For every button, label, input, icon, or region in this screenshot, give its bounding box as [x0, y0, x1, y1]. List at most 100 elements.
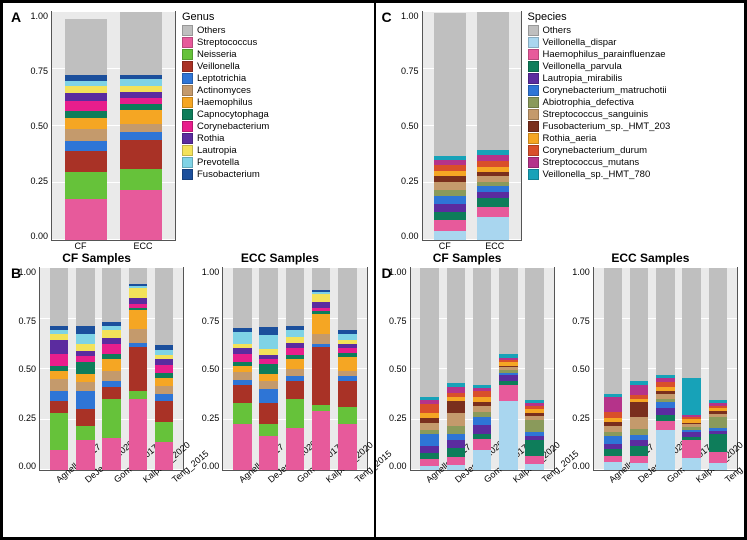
bar-segment — [525, 440, 543, 456]
y-tick-label: 0.00 — [572, 461, 590, 471]
legend-item: Others — [182, 25, 368, 36]
legend-item: Abiotrophia_defectiva — [528, 97, 739, 108]
bar-segment — [76, 344, 94, 351]
x-labels: Agnello_2017DeJesus_2020Gomez_2017Kalpan… — [563, 471, 738, 521]
y-axis: Relative abundance1.000.750.500.250.00 — [563, 267, 593, 471]
bar-segment — [233, 332, 251, 344]
stacked-bar — [682, 268, 700, 470]
y-tick-label: 0.25 — [389, 413, 407, 423]
stacked-bar — [120, 12, 162, 240]
bar-segment — [630, 456, 648, 463]
legend-label: Lautropia — [197, 145, 237, 156]
x-tick-label: Agnello_2017 — [54, 477, 86, 515]
legend-label: Rothia_aeria — [543, 133, 597, 144]
bar-segment — [102, 344, 120, 354]
subplot-plot — [410, 267, 555, 471]
stacked-bar — [76, 268, 94, 470]
bar-segment — [434, 196, 467, 204]
bar-segment — [259, 403, 277, 423]
legend-swatch — [182, 121, 193, 132]
y-tick-label: 0.50 — [202, 364, 220, 374]
figure-root: A B Relative abundance 1.000.750.500.250… — [0, 0, 747, 540]
bar-segment — [155, 386, 173, 394]
legend-swatch — [182, 73, 193, 84]
legend-label: Corynebacterium_durum — [543, 145, 648, 156]
x-tick-label: Gomez_2017 — [112, 477, 144, 515]
y-tick-label: 0.75 — [202, 316, 220, 326]
subplot-title: CF Samples — [9, 251, 184, 265]
panel-A-letter: A — [11, 9, 21, 25]
bar-segment — [50, 354, 68, 366]
bar-segment — [65, 86, 107, 93]
legend-swatch — [528, 61, 539, 72]
stacked-bar — [473, 268, 491, 470]
bar-segment — [120, 98, 162, 105]
legend-swatch — [528, 85, 539, 96]
bar-segment — [76, 374, 94, 382]
legend-label: Capnocytophaga — [197, 109, 269, 120]
bar-segment — [312, 334, 330, 344]
bar-segment — [420, 434, 438, 446]
legend-swatch — [182, 37, 193, 48]
x-tick-label: Gomez_2017 — [482, 477, 514, 515]
y-tick-label: 0.00 — [18, 461, 36, 471]
left-half: A B Relative abundance 1.000.750.500.250… — [3, 3, 374, 537]
bar-segment — [259, 389, 277, 403]
legend-swatch — [182, 61, 193, 72]
bar-segment — [420, 446, 438, 453]
legend-label: Abiotrophia_defectiva — [543, 97, 634, 108]
stacked-bar — [286, 268, 304, 470]
bar-segment — [155, 442, 173, 470]
legend-label: Others — [543, 25, 572, 36]
y-tick-label: 1.00 — [30, 11, 48, 21]
bar-segment — [129, 310, 147, 328]
subplot-title: ECC Samples — [192, 251, 367, 265]
y-tick-label: 0.25 — [18, 413, 36, 423]
bar-segment — [233, 403, 251, 423]
genus-legend-title: Genus — [182, 11, 368, 23]
bar-segment — [656, 408, 674, 415]
bar-segment — [473, 425, 491, 434]
x-labels: Agnello_2017DeJesus_2020Gomez_2017Kalpan… — [192, 471, 367, 521]
bar-segment — [233, 424, 251, 470]
bar-segment — [65, 172, 107, 199]
bar-segment — [286, 369, 304, 376]
legend-item: Streptococcus — [182, 37, 368, 48]
x-tick-label: ECC — [133, 241, 152, 251]
bar-segment — [604, 436, 622, 444]
bar-segment — [477, 155, 510, 162]
legend-label: Streptococcus_mutans — [543, 157, 640, 168]
legend-label: Haemophilus — [197, 97, 252, 108]
legend-item: Fusobacterium_sp._HMT_203 — [528, 121, 739, 132]
bar-segment — [447, 448, 465, 457]
legend-label: Leptotrichia — [197, 73, 246, 84]
stacked-bar — [477, 12, 510, 240]
bar-segment — [102, 387, 120, 399]
bar-segment — [259, 374, 277, 381]
x-tick-label: ECC — [485, 241, 504, 251]
bar-segment — [76, 326, 94, 334]
bar-segment — [259, 335, 277, 349]
bar-segment — [50, 379, 68, 391]
bar-segment — [65, 118, 107, 129]
legend-item: Prevotella — [182, 157, 368, 168]
bar-segment — [420, 466, 438, 470]
legend-swatch — [182, 145, 193, 156]
legend-swatch — [182, 85, 193, 96]
legend-label: Veillonella_dispar — [543, 37, 617, 48]
bar-segment — [420, 423, 438, 430]
legend-label: Actinomyces — [197, 85, 251, 96]
bar-segment — [259, 436, 277, 470]
legend-item: Corynebacterium_durum — [528, 145, 739, 156]
x-tick-label: Agnello_2017 — [237, 477, 269, 515]
x-labels: Agnello_2017DeJesus_2020Gomez_2017Kalpan… — [9, 471, 184, 521]
bar-segment — [630, 385, 648, 395]
bar-segment — [338, 357, 356, 371]
bar-segment — [65, 111, 107, 118]
bar-segment — [682, 268, 700, 378]
subplot-plot — [593, 267, 738, 471]
bar-segment — [286, 399, 304, 427]
bar-segment — [312, 347, 330, 406]
bar-segment — [709, 434, 727, 452]
bar-segment — [233, 268, 251, 328]
